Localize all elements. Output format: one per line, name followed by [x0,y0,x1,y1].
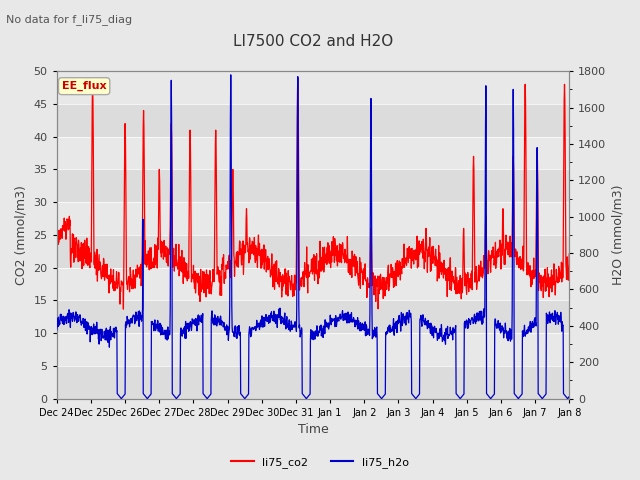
Y-axis label: CO2 (mmol/m3): CO2 (mmol/m3) [15,185,28,285]
li75_co2 [93,272,100,277]
li75_h2o [93,330,100,336]
li75_co2 [271,287,278,292]
li75_co2 [294,75,301,81]
Line: li75_h2o: li75_h2o [57,75,570,398]
li75_co2 [291,272,298,278]
X-axis label: Time: Time [298,423,328,436]
Bar [57,235,570,268]
Bar [57,300,570,333]
li75_co2 [566,251,573,257]
li75_co2 [282,266,289,272]
li75_h2o [291,324,298,330]
li75_co2 [53,222,61,228]
li75_h2o [53,327,61,333]
li75_h2o [271,312,278,317]
Legend: li75_co2, li75_h2o: li75_co2, li75_h2o [227,452,413,472]
li75_co2 [120,306,127,312]
Bar [57,137,570,169]
Bar [57,366,570,398]
Bar [57,202,570,235]
li75_h2o [345,320,353,326]
Bar [57,104,570,137]
li75_co2 [345,266,353,272]
li75_h2o [227,72,235,78]
li75_co2 [113,286,121,291]
li75_h2o [282,319,289,325]
Text: No data for f_li75_diag: No data for f_li75_diag [6,14,132,25]
li75_h2o [113,391,121,396]
Title: LI7500 CO2 and H2O: LI7500 CO2 and H2O [233,34,393,49]
Y-axis label: H2O (mmol/m3): H2O (mmol/m3) [612,185,625,285]
Bar [57,333,570,366]
Line: li75_co2: li75_co2 [57,78,570,309]
li75_h2o [118,396,125,401]
Bar [57,268,570,300]
li75_h2o [566,394,573,399]
Bar [57,71,570,104]
Text: EE_flux: EE_flux [62,81,106,91]
Bar [57,169,570,202]
